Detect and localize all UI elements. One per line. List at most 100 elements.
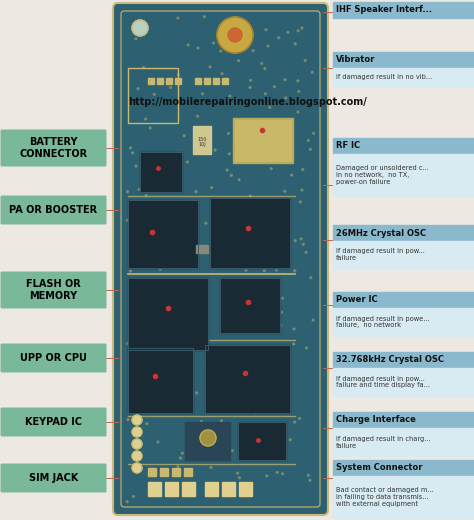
Bar [333,138,474,154]
Circle shape [171,486,173,488]
Circle shape [156,217,158,218]
Circle shape [294,421,296,423]
Circle shape [212,42,215,44]
Circle shape [282,297,283,299]
Circle shape [157,395,159,397]
FancyBboxPatch shape [0,129,107,166]
Circle shape [233,149,235,151]
Circle shape [183,240,185,242]
Text: 26MHz Crystal OSC: 26MHz Crystal OSC [336,228,426,238]
Circle shape [310,148,311,150]
Circle shape [294,43,296,45]
Circle shape [248,305,250,306]
Circle shape [237,60,240,62]
Circle shape [135,165,137,167]
Circle shape [132,463,142,473]
Circle shape [220,420,222,422]
Bar [160,468,168,476]
Bar [238,422,286,460]
Bar [333,292,474,308]
Circle shape [304,59,306,61]
Bar [333,460,474,476]
FancyBboxPatch shape [0,463,107,492]
Circle shape [127,219,128,221]
Circle shape [278,256,280,258]
Bar [235,120,291,161]
Circle shape [261,62,263,64]
Circle shape [208,367,210,369]
Circle shape [169,234,171,236]
Circle shape [132,439,142,449]
Circle shape [203,16,205,18]
Circle shape [144,329,146,331]
Bar [333,225,474,241]
Circle shape [205,222,207,224]
Circle shape [187,44,189,46]
Circle shape [278,355,280,357]
Circle shape [281,311,283,313]
Circle shape [238,477,240,479]
Circle shape [278,37,280,39]
Circle shape [214,486,216,488]
Circle shape [302,168,304,171]
Circle shape [167,294,169,296]
Text: If damaged result in no vib...: If damaged result in no vib... [336,74,432,80]
Circle shape [220,50,222,52]
FancyBboxPatch shape [0,344,107,372]
Circle shape [153,94,155,95]
Circle shape [133,496,135,498]
Bar [148,482,161,496]
Circle shape [132,381,134,383]
Circle shape [237,129,239,131]
Bar [175,78,181,84]
Circle shape [169,281,171,283]
Circle shape [134,204,136,206]
FancyBboxPatch shape [0,271,107,308]
Circle shape [276,472,278,473]
Circle shape [161,187,164,189]
Circle shape [132,400,134,402]
Circle shape [208,450,210,452]
Bar [333,476,474,518]
Circle shape [180,457,182,459]
Circle shape [289,439,291,441]
Circle shape [143,360,145,362]
Bar [193,126,211,154]
Circle shape [224,380,226,382]
Bar [210,198,290,268]
Text: BATTERY
CONNECTOR: BATTERY CONNECTOR [19,137,88,159]
Circle shape [145,194,147,197]
Circle shape [225,36,227,38]
Bar [157,78,163,84]
Circle shape [245,269,247,271]
Circle shape [150,482,153,484]
Circle shape [297,30,299,32]
FancyBboxPatch shape [0,408,107,436]
Circle shape [310,277,312,279]
Circle shape [156,181,158,184]
Circle shape [170,86,172,88]
Circle shape [294,270,296,272]
Circle shape [251,408,253,410]
Circle shape [230,174,232,176]
Bar [205,345,290,413]
Circle shape [302,243,304,245]
Circle shape [284,79,286,81]
Circle shape [133,440,135,443]
Circle shape [143,67,145,69]
Circle shape [311,71,313,73]
Circle shape [196,392,198,394]
Text: KEYPAD IC: KEYPAD IC [25,417,82,427]
Bar [128,278,208,350]
Circle shape [226,402,228,405]
Bar [222,482,235,496]
Circle shape [159,325,161,327]
Circle shape [312,319,314,321]
Circle shape [267,45,269,47]
Circle shape [183,135,185,137]
Circle shape [285,244,287,246]
FancyBboxPatch shape [113,3,328,515]
Circle shape [239,155,241,157]
Bar [205,482,218,496]
Circle shape [294,240,296,242]
